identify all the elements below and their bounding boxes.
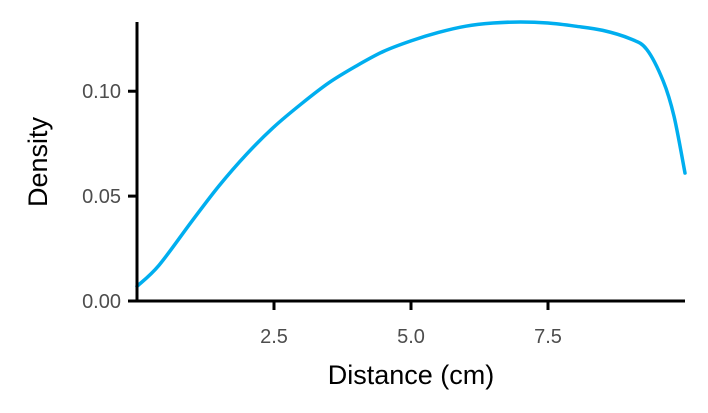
x-tick-label: 7.5 (534, 326, 562, 348)
x-axis-title: Distance (cm) (328, 360, 495, 390)
x-tick-label: 5.0 (397, 326, 425, 348)
y-axis-ticks: 0.00 0.05 0.10 (82, 81, 137, 313)
y-tick-label: 0.05 (82, 186, 121, 208)
y-tick-label: 0.00 (82, 291, 121, 313)
x-axis-ticks: 2.5 5.0 7.5 (260, 301, 562, 348)
x-tick-label: 2.5 (260, 326, 288, 348)
y-tick-label: 0.10 (82, 81, 121, 103)
density-series-line (135, 20, 687, 289)
y-axis-title: Density (23, 116, 53, 207)
